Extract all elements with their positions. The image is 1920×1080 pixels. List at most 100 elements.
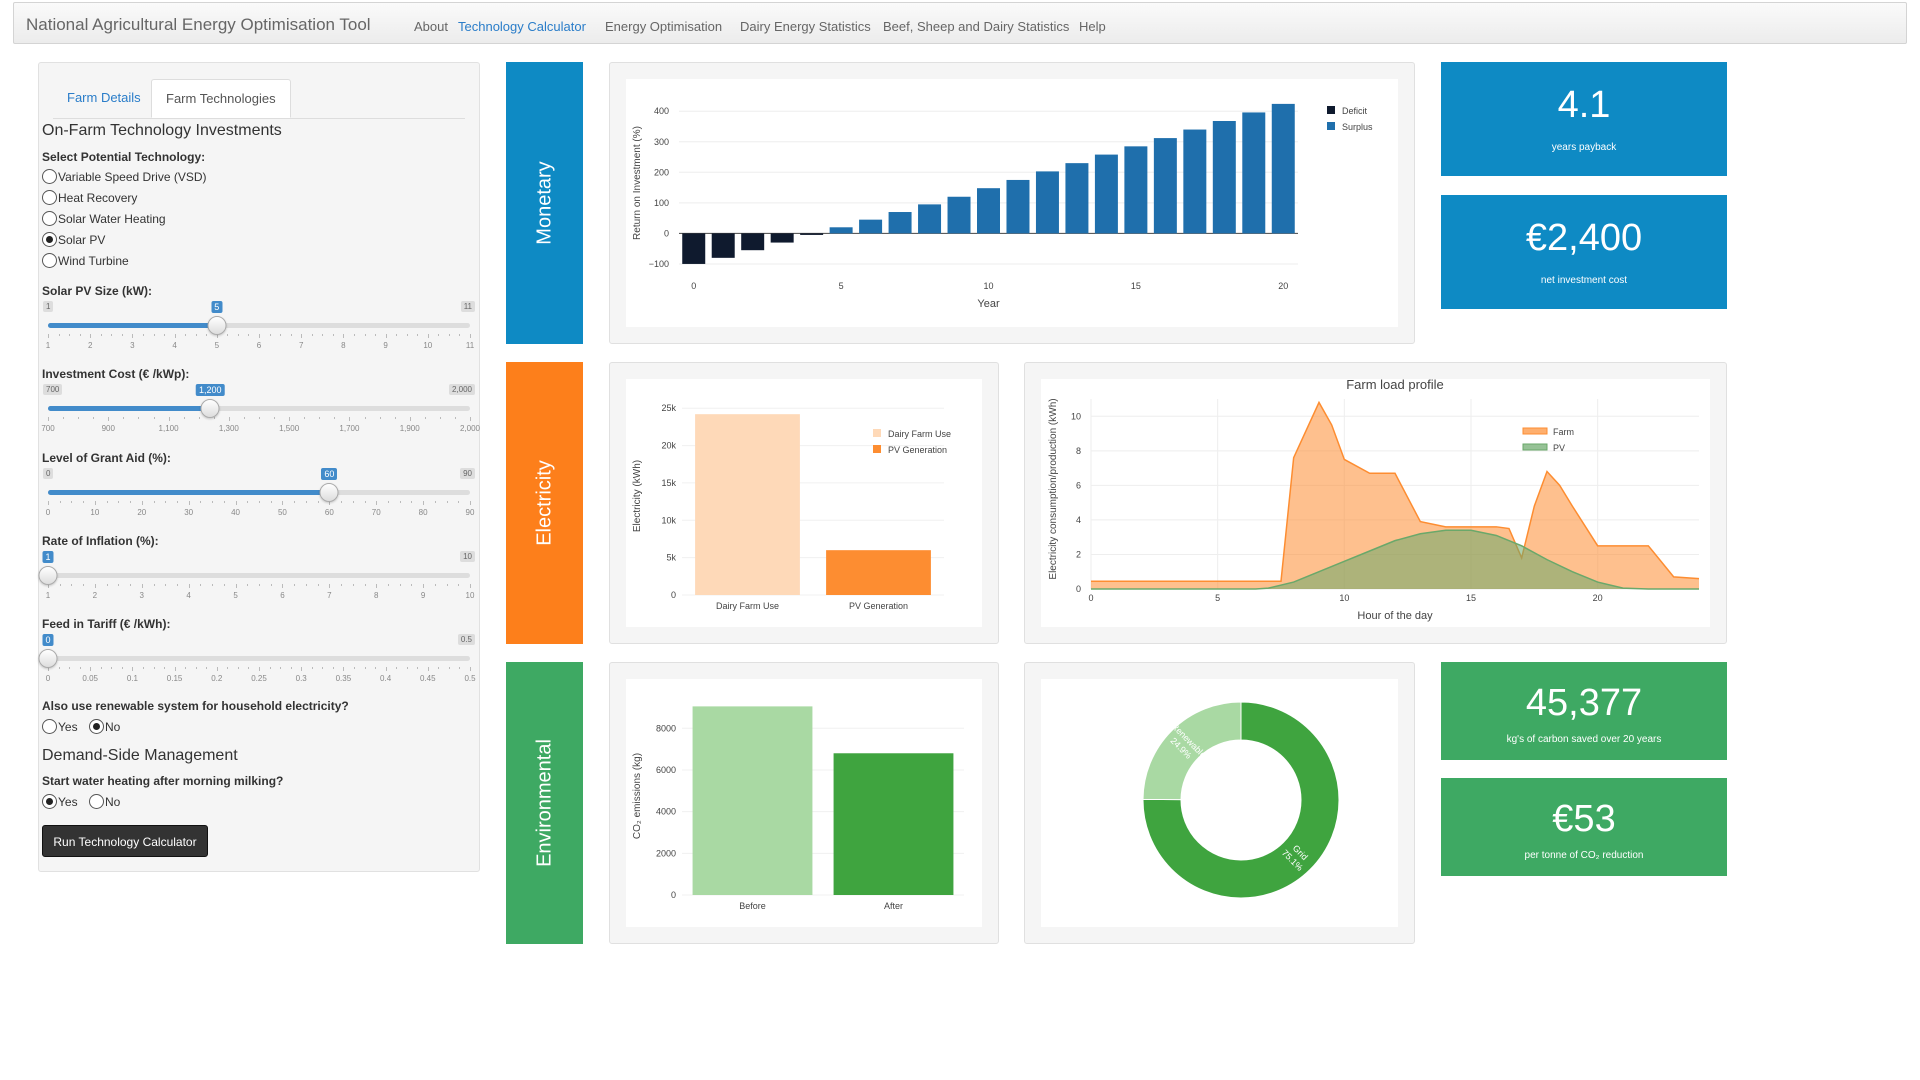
roi-bar[interactable] — [1006, 179, 1030, 234]
radio-vsd[interactable]: Variable Speed Drive (VSD) — [42, 169, 207, 184]
roi-bar[interactable] — [800, 233, 824, 235]
investment-cost-slider[interactable]: 700 2,000 1,200 700 900 1,100 1,300 1,500 1,700 1… — [41, 384, 480, 444]
slider-track[interactable] — [48, 656, 470, 661]
household-label: Also use renewable system for household … — [42, 699, 349, 713]
slider-tick-label: 1,100 — [158, 424, 179, 433]
load-xlabel: Hour of the day — [1357, 610, 1433, 622]
roi-bar[interactable] — [1124, 146, 1148, 234]
roi-bar[interactable] — [741, 233, 765, 251]
radio-circle[interactable] — [42, 211, 57, 226]
roi-bar[interactable] — [918, 204, 942, 234]
nav-dairy-energy-statistics[interactable]: Dairy Energy Statistics — [740, 19, 871, 34]
elec-bar[interactable] — [826, 550, 931, 595]
radio-circle[interactable] — [42, 232, 57, 247]
nav-help[interactable]: Help — [1079, 19, 1106, 34]
roi-bar[interactable] — [1153, 138, 1177, 234]
slider-handle[interactable] — [38, 649, 58, 668]
slider-minor-tick — [311, 667, 313, 669]
load-xtick-label: 5 — [1215, 593, 1220, 603]
radio-circle[interactable] — [42, 169, 57, 184]
slider-tick — [470, 417, 471, 421]
roi-bar[interactable] — [977, 188, 1000, 234]
nav-energy-optimisation[interactable]: Energy Optimisation — [605, 19, 723, 34]
roi-bar[interactable] — [711, 233, 735, 258]
inflation-slider[interactable]: 110112345678910 — [38, 551, 475, 611]
radio-circle[interactable] — [42, 253, 57, 268]
roi-legend-swatch — [1327, 106, 1335, 114]
radio-circle[interactable] — [89, 794, 104, 809]
roi-bar[interactable] — [1065, 163, 1089, 234]
tab-farm-technologies[interactable]: Farm Technologies — [151, 79, 291, 118]
slider-minor-tick — [69, 334, 71, 336]
dsm-title: Demand-Side Management — [42, 747, 238, 764]
radio-circle[interactable] — [42, 190, 57, 205]
slider-tick — [108, 417, 110, 421]
slider-handle[interactable] — [38, 566, 58, 585]
slider-tick-label: 11 — [465, 341, 475, 350]
feed-in-tariff-slider[interactable]: 00.5000.050.10.150.20.250.30.350.40.450.… — [38, 634, 476, 694]
co2-bar[interactable] — [833, 753, 954, 895]
co2-bar[interactable] — [692, 706, 813, 895]
slider-tick-label: 0.1 — [126, 674, 138, 683]
slider-tick — [94, 584, 96, 588]
slider-track[interactable] — [48, 323, 470, 328]
tab-farm-details[interactable]: Farm Details — [67, 90, 141, 105]
slider-tick-label: 0.45 — [420, 674, 436, 683]
radio-circle[interactable] — [89, 719, 104, 734]
radio-circle[interactable] — [42, 719, 57, 734]
slider-minor-tick — [294, 501, 296, 503]
water-heating-no-radio[interactable]: No — [89, 794, 120, 809]
roi-bar[interactable] — [770, 233, 794, 243]
pv-size-slider[interactable]: 1 11 5 1 2 3 4 5 6 7 8 9 10 11 — [43, 301, 475, 361]
slider-minor-tick — [406, 334, 408, 336]
slider-minor-tick — [394, 417, 396, 419]
water-heating-yes-radio[interactable]: Yes — [42, 794, 78, 809]
energy-mix-panel: Grid 75.1% Renewable 24.9% — [1024, 662, 1415, 944]
nav-beef-sheep-dairy-statistics[interactable]: Beef, Sheep and Dairy Statistics — [883, 19, 1070, 34]
slider-tick-label: 0 — [45, 674, 51, 683]
slider-minor-tick — [317, 584, 319, 586]
load-profile-panel: 0 2 4 6 8 10 0 5 10 15 20 Farm load profile Hour of … — [1024, 362, 1727, 644]
slider-handle[interactable] — [207, 316, 227, 335]
radio-solar-water-heating[interactable]: Solar Water Heating — [42, 211, 166, 226]
slider-handle[interactable] — [319, 483, 339, 502]
slider-track[interactable] — [48, 406, 470, 411]
radio-heat-recovery[interactable]: Heat Recovery — [42, 190, 137, 205]
co2-chart-panel: 0 2000 4000 6000 8000 Before After CO₂ emission… — [609, 662, 999, 944]
slider-track[interactable] — [48, 490, 470, 495]
roi-bar[interactable] — [1183, 129, 1207, 234]
slider-minor-tick — [280, 334, 282, 336]
roi-bar[interactable] — [888, 212, 912, 234]
nav-technology-calculator[interactable]: Technology Calculator — [458, 19, 586, 34]
donut-slice-renewable[interactable] — [1142, 701, 1242, 801]
slider-tick-label: 2 — [92, 591, 98, 600]
radio-circle[interactable] — [42, 794, 57, 809]
load-area-farm[interactable] — [1091, 402, 1699, 589]
roi-bar[interactable] — [1242, 112, 1266, 234]
nav-about[interactable]: About — [414, 19, 448, 34]
elec-bar[interactable] — [695, 414, 800, 595]
slider-minor-tick — [78, 417, 80, 419]
slider-minor-tick — [458, 501, 460, 503]
roi-bar[interactable] — [859, 219, 883, 234]
donut-slice-grid[interactable] — [1142, 701, 1340, 899]
roi-bar[interactable] — [829, 227, 853, 234]
roi-bar[interactable] — [1094, 154, 1118, 234]
roi-bar[interactable] — [1212, 120, 1236, 234]
household-no-radio[interactable]: No — [89, 719, 120, 734]
radio-wind-turbine[interactable]: Wind Turbine — [42, 253, 129, 268]
grant-aid-slider[interactable]: 0 90 60 0 10 20 30 40 50 60 70 80 90 — [43, 468, 475, 528]
roi-bar[interactable] — [1271, 103, 1295, 234]
household-yes-radio[interactable]: Yes — [42, 719, 78, 734]
radio-solar-pv[interactable]: Solar PV — [42, 232, 105, 247]
run-technology-calculator-button[interactable]: Run Technology Calculator — [42, 825, 208, 857]
load-area-pv[interactable] — [1091, 530, 1699, 589]
slider-handle[interactable] — [200, 399, 220, 418]
roi-bar[interactable] — [947, 196, 971, 234]
slider-track[interactable] — [48, 573, 470, 578]
slider-minor-tick — [387, 584, 389, 586]
elec-xtick-label: Dairy Farm Use — [716, 601, 779, 611]
slider-minor-tick — [123, 417, 125, 419]
roi-bar[interactable] — [1035, 171, 1059, 234]
roi-bar[interactable] — [682, 233, 706, 264]
